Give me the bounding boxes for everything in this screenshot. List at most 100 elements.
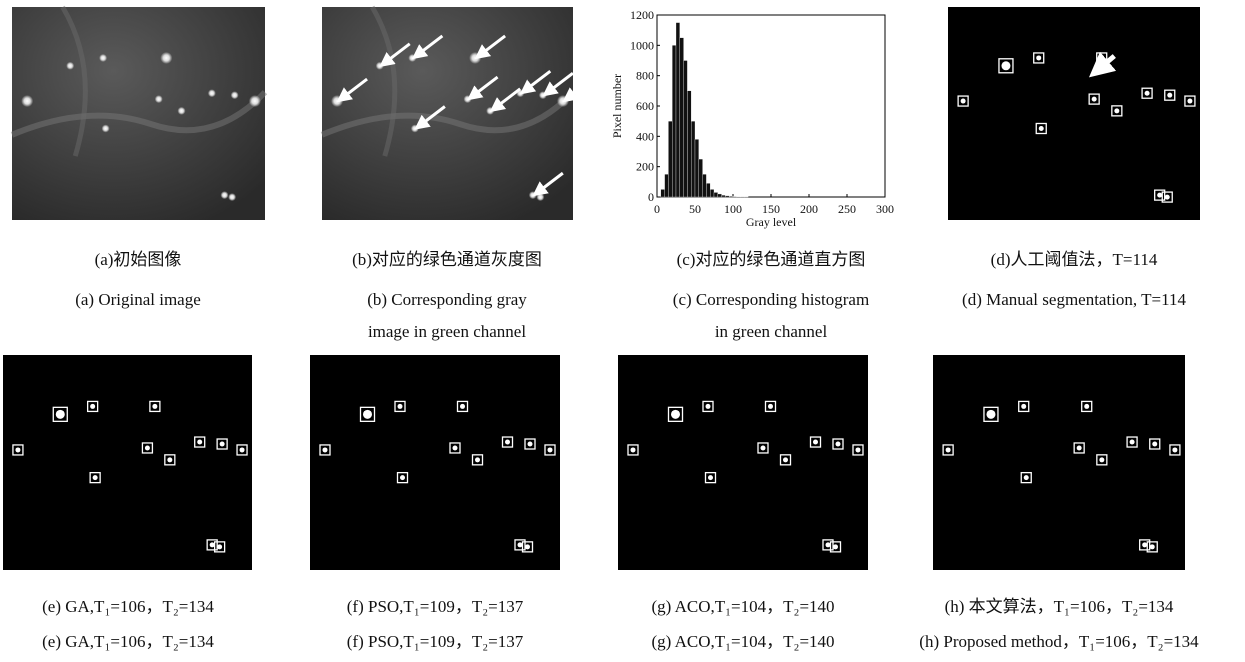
histogram-bar <box>665 174 669 197</box>
histogram-bar <box>687 91 691 197</box>
histogram-bar <box>684 61 688 198</box>
histogram-bar <box>699 159 703 197</box>
cell <box>231 91 239 99</box>
cell <box>469 52 481 64</box>
cell <box>21 95 33 107</box>
cell <box>856 447 861 452</box>
cell <box>56 410 65 419</box>
caption-en: (g) ACO,T₁=104，T₂=140 <box>651 632 834 651</box>
cell <box>1145 91 1150 96</box>
caption-cn: (a)初始图像 <box>95 250 182 269</box>
cell <box>536 193 544 201</box>
x-tick-label: 0 <box>654 202 660 216</box>
caption-cn: (d)人工阈值法，T=114 <box>991 250 1158 269</box>
histogram-bar <box>661 189 665 197</box>
cell <box>1084 404 1089 409</box>
cell <box>152 404 157 409</box>
cell <box>1099 457 1104 462</box>
cell <box>1130 440 1135 445</box>
cell <box>99 54 107 62</box>
cell <box>398 404 403 409</box>
cell <box>210 542 215 547</box>
histogram-bar <box>729 196 733 197</box>
cell <box>631 447 636 452</box>
binary-image <box>618 355 868 570</box>
cell <box>833 544 838 549</box>
binary-image <box>933 355 1185 570</box>
arrow <box>572 79 593 95</box>
cell <box>93 475 98 480</box>
cell <box>453 445 458 450</box>
cell <box>323 447 328 452</box>
histogram-bar <box>691 121 695 197</box>
histogram-bar <box>703 174 707 197</box>
cell <box>208 89 216 97</box>
cell <box>836 442 841 447</box>
cell <box>15 447 20 452</box>
cell <box>486 107 494 115</box>
histogram-bar <box>672 45 676 197</box>
cell <box>557 95 569 107</box>
cell <box>145 445 150 450</box>
cell <box>1167 93 1172 98</box>
cell <box>160 52 172 64</box>
caption-en: (a) Original image <box>75 290 201 309</box>
caption-en: in green channel <box>715 322 828 341</box>
photo <box>12 7 265 220</box>
x-tick-label: 100 <box>724 202 742 216</box>
y-tick-label: 200 <box>636 160 654 174</box>
cell <box>66 62 74 70</box>
histogram-bar <box>668 121 672 197</box>
cell <box>1157 193 1162 198</box>
cell <box>761 445 766 450</box>
cell <box>1150 544 1155 549</box>
cell <box>228 193 236 201</box>
cell <box>411 124 419 132</box>
cell <box>102 124 110 132</box>
cell <box>363 410 372 419</box>
cell <box>529 191 537 199</box>
cell <box>249 95 261 107</box>
cell <box>826 542 831 547</box>
cell <box>1077 445 1082 450</box>
histogram-bar <box>722 195 726 197</box>
cell <box>525 544 530 549</box>
cell <box>460 404 465 409</box>
cell <box>331 95 343 107</box>
caption-en: (d) Manual segmentation, T=114 <box>962 290 1186 309</box>
histogram-bar <box>718 194 722 197</box>
histogram-bar <box>714 192 718 197</box>
cell <box>240 447 245 452</box>
cell <box>768 404 773 409</box>
cell <box>528 442 533 447</box>
cell <box>400 475 405 480</box>
cell <box>548 447 553 452</box>
cell <box>408 54 416 62</box>
cell <box>986 410 995 419</box>
cell <box>1021 404 1026 409</box>
caption-cn: (g) ACO,T₁=104，T₂=140 <box>651 597 834 616</box>
cell <box>505 440 510 445</box>
cell <box>475 457 480 462</box>
cell <box>671 410 680 419</box>
cell <box>1187 99 1192 104</box>
caption-cn: (h) 本文算法，T₁=106，T₂=134 <box>945 597 1174 616</box>
caption-en: (f) PSO,T₁=109，T₂=137 <box>347 632 524 651</box>
caption-cn: (b)对应的绿色通道灰度图 <box>352 250 542 269</box>
cell <box>706 404 711 409</box>
histogram-bar <box>680 38 684 197</box>
caption-cn: (e) GA,T₁=106，T₂=134 <box>42 597 214 616</box>
cell <box>1099 55 1104 60</box>
cell <box>178 107 186 115</box>
cell <box>1024 475 1029 480</box>
cell <box>155 95 163 103</box>
y-tick-label: 400 <box>636 129 654 143</box>
y-axis-label: Pixel number <box>610 74 624 138</box>
cell <box>220 442 225 447</box>
cell <box>1092 97 1097 102</box>
binary-image <box>948 7 1200 220</box>
cell <box>813 440 818 445</box>
cell <box>1114 108 1119 113</box>
binary-image <box>3 355 252 570</box>
